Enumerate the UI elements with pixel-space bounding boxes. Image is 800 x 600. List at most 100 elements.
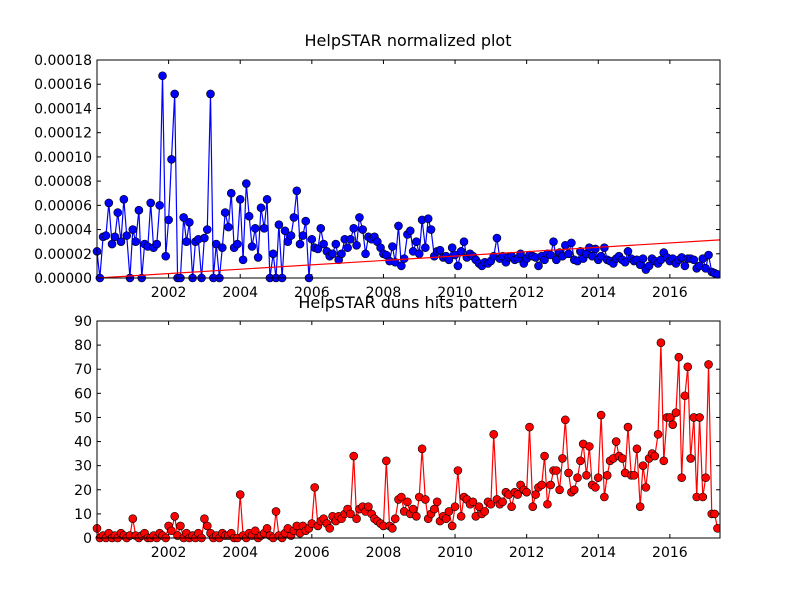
x-tick-label: 2014 <box>580 285 616 301</box>
data-point <box>421 243 430 253</box>
data-point <box>295 239 305 249</box>
data-point <box>459 237 469 246</box>
data-point <box>247 242 257 251</box>
data-point <box>486 499 496 509</box>
data-point <box>122 231 132 240</box>
data-point <box>453 466 463 475</box>
y-tick-label: 10 <box>74 507 92 523</box>
data-point <box>585 442 594 451</box>
data-point <box>364 502 373 511</box>
data-point <box>534 261 543 271</box>
data-point <box>388 524 397 533</box>
data-point <box>564 468 573 478</box>
data-point <box>417 444 427 454</box>
data-point <box>349 451 359 461</box>
data-point <box>540 451 549 461</box>
data-point <box>638 461 648 470</box>
data-point <box>200 514 209 524</box>
data-point <box>450 502 460 511</box>
data-point <box>307 234 317 244</box>
data-point <box>552 466 561 475</box>
data-point <box>319 239 328 249</box>
data-point <box>525 422 534 432</box>
data-point <box>600 492 609 502</box>
data-point <box>543 499 552 509</box>
data-point <box>167 526 176 536</box>
plot-frame <box>96 59 721 279</box>
data-point <box>170 511 179 521</box>
y-tick-label: 90 <box>74 314 92 330</box>
data-point <box>564 249 573 259</box>
data-point <box>444 507 454 516</box>
data-point <box>355 213 364 222</box>
data-point <box>218 243 227 253</box>
data-point <box>161 251 171 261</box>
data-point <box>152 239 162 249</box>
data-point <box>474 502 484 511</box>
data-point <box>242 179 251 188</box>
data-point <box>253 253 263 262</box>
data-point <box>680 391 690 401</box>
y-tick-label: 0 <box>83 531 92 547</box>
data-point <box>546 480 555 490</box>
data-point <box>403 497 412 507</box>
y-tick-label: 0.00008 <box>34 174 92 190</box>
data-point <box>310 483 319 492</box>
data-point <box>155 201 164 210</box>
data-point <box>313 244 323 254</box>
y-tick-label: 60 <box>74 386 92 402</box>
data-point <box>233 239 242 249</box>
data-point <box>179 213 188 222</box>
x-tick-label: 2016 <box>652 545 688 561</box>
data-point <box>576 456 585 466</box>
y-tick-label: 30 <box>74 459 92 475</box>
data-point <box>582 471 591 480</box>
data-point <box>244 211 254 221</box>
data-point <box>665 413 675 422</box>
data-point <box>397 261 406 271</box>
data-point <box>274 220 284 230</box>
data-point <box>328 249 337 259</box>
x-tick-label: 2014 <box>580 545 616 561</box>
data-point <box>408 504 418 514</box>
data-point <box>456 247 466 256</box>
y-tick-label: 0.00014 <box>34 101 92 117</box>
data-point <box>128 514 138 524</box>
data-point <box>426 225 436 234</box>
data-point <box>101 231 111 240</box>
data-point <box>447 243 457 253</box>
data-point <box>456 511 466 521</box>
data-point <box>596 410 606 420</box>
data-point <box>170 89 179 99</box>
y-tick-label: 0.00006 <box>34 198 92 214</box>
data-point <box>513 490 523 499</box>
data-point <box>558 454 567 463</box>
data-point <box>271 507 281 516</box>
data-point <box>131 237 140 246</box>
data-point <box>250 526 260 536</box>
data-point <box>289 213 299 222</box>
x-tick-label: 2004 <box>222 285 258 301</box>
data-point <box>414 249 424 259</box>
data-point <box>292 186 302 196</box>
chart-title: HelpSTAR duns hits pattern <box>298 293 517 312</box>
data-point <box>286 231 296 240</box>
data-point <box>468 497 478 507</box>
data-point <box>224 222 233 232</box>
data-point <box>644 261 654 271</box>
data-point <box>695 413 704 422</box>
data-point <box>167 155 176 164</box>
data-point <box>567 238 576 248</box>
data-point <box>632 444 642 454</box>
data-point <box>262 524 272 533</box>
y-tick-label: 0.00000 <box>34 271 92 287</box>
data-point <box>680 261 690 271</box>
x-tick-label: 2002 <box>151 285 187 301</box>
data-point <box>412 237 421 246</box>
y-tick-label: 0.00004 <box>34 223 92 239</box>
data-point <box>561 415 570 425</box>
data-point <box>390 514 400 524</box>
y-tick-label: 0.00002 <box>34 247 92 263</box>
data-point <box>200 233 209 243</box>
data-point <box>432 497 442 507</box>
